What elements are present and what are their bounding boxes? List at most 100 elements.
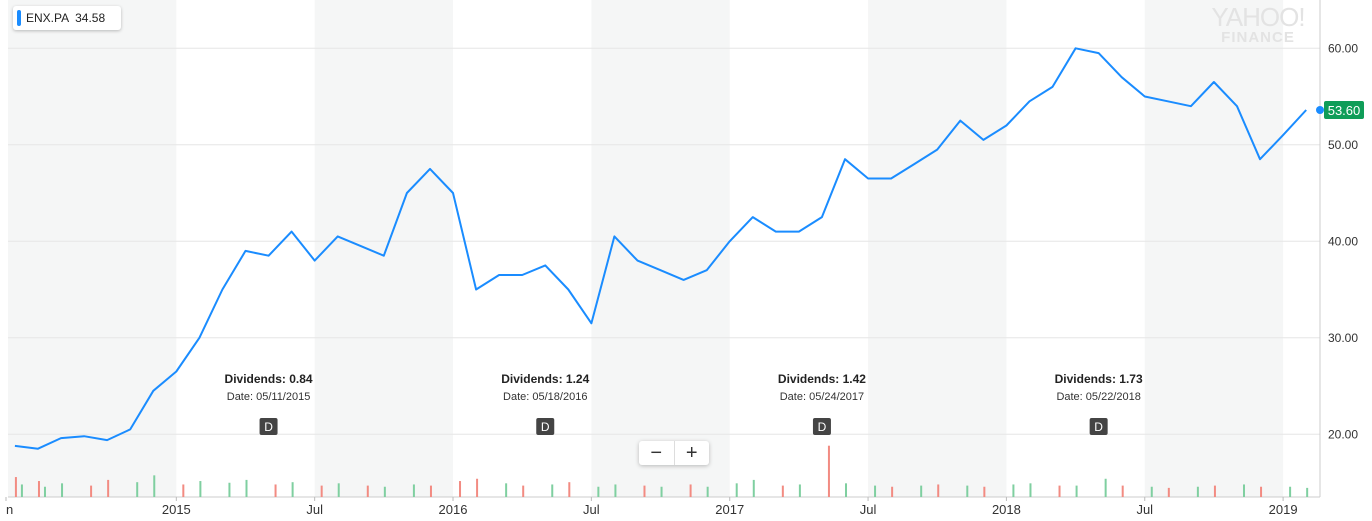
volume-bar [891, 486, 894, 497]
dividend-marker[interactable] [536, 418, 555, 435]
background-band [868, 0, 1007, 497]
volume-bar [1150, 486, 1153, 497]
volume-bar [459, 481, 462, 497]
volume-bar [937, 484, 940, 497]
volume-bar [660, 486, 663, 497]
legend-color-swatch [17, 10, 21, 26]
volume-bar [643, 485, 646, 497]
volume-bar [1306, 487, 1309, 497]
dividend-marker-label: D [1094, 420, 1103, 434]
volume-bar [291, 482, 294, 497]
volume-bar [1075, 485, 1078, 497]
volume-bar [245, 479, 248, 497]
legend-symbol: ENX.PA [26, 11, 70, 25]
y-tick-label: 60.00 [1328, 41, 1358, 55]
dividend-date: Date: 05/18/2016 [503, 391, 587, 403]
y-tick-label: 20.00 [1328, 427, 1358, 441]
volume-bar [476, 478, 479, 497]
dividend-marker-label: D [541, 420, 550, 434]
x-tick-label: Jul [860, 502, 877, 517]
volume-bar [845, 483, 848, 497]
zoom-controls: − + [639, 441, 709, 465]
volume-bar [614, 484, 617, 497]
volume-bar [107, 479, 110, 497]
volume-bar [1104, 478, 1107, 497]
volume-bar [568, 482, 571, 497]
volume-bar [274, 484, 277, 497]
dividend-marker[interactable] [259, 418, 278, 435]
volume-bar [1012, 484, 1015, 497]
volume-bar [735, 483, 738, 497]
legend-value: 34.58 [75, 11, 106, 25]
volume-bar [14, 477, 17, 497]
volume-bar [781, 485, 784, 497]
x-tick-label: 2017 [715, 502, 744, 517]
volume-bar [522, 485, 525, 497]
volume-bar [1196, 486, 1199, 497]
volume-bar [199, 481, 202, 497]
dividend-date: Date: 05/22/2018 [1056, 391, 1140, 403]
volume-bar [90, 485, 93, 497]
volume-bar [597, 486, 600, 497]
dividend-marker[interactable] [1089, 418, 1108, 435]
x-tick-label: Jul [1136, 502, 1153, 517]
symbol-legend[interactable]: ENX.PA 34.58 [13, 6, 122, 30]
volume-bar [1213, 485, 1216, 497]
yahoo-finance-logo: YAHOO! FINANCE [1198, 4, 1318, 45]
dividend-label: Dividends: 1.24 [501, 372, 589, 386]
volume-bar [1167, 487, 1170, 497]
volume-bar [966, 485, 969, 497]
volume-bar [983, 486, 986, 497]
volume-bar [874, 485, 877, 497]
volume-bar [689, 484, 692, 497]
logo-line-1: YAHOO! [1211, 2, 1305, 32]
y-tick-label: 40.00 [1328, 234, 1358, 248]
last-price-label: 53.60 [1328, 103, 1361, 118]
x-tick-label: 2015 [162, 502, 191, 517]
volume-bar [337, 483, 340, 497]
last-price-badge [1324, 101, 1364, 120]
x-tick-label: 2018 [992, 502, 1021, 517]
volume-bar [366, 485, 369, 497]
volume-bar [37, 481, 40, 497]
last-price-dot [1316, 106, 1324, 115]
volume-bar [1260, 486, 1263, 497]
dividend-label: Dividends: 1.42 [778, 372, 866, 386]
x-tick-label: Jul [306, 502, 323, 517]
volume-bar [320, 485, 323, 497]
volume-bar [61, 483, 64, 497]
volume-bar [20, 484, 23, 497]
volume-bar [1029, 483, 1032, 497]
volume-bar [920, 485, 923, 497]
volume-bar [429, 485, 432, 497]
x-tick-label: Jul [583, 502, 600, 517]
volume-bar [1289, 486, 1292, 497]
volume-bar [798, 484, 801, 497]
y-tick-label: 50.00 [1328, 138, 1358, 152]
background-band [314, 0, 454, 497]
volume-bar [153, 475, 156, 497]
dividend-marker[interactable] [812, 418, 831, 435]
price-line [14, 47, 1307, 450]
dividend-marker-label: D [264, 420, 273, 434]
volume-bar [1242, 484, 1245, 497]
volume-bar [136, 482, 139, 497]
volume-bar [752, 479, 755, 497]
volume-bar [551, 484, 554, 497]
background-band [591, 0, 730, 497]
volume-bar [412, 484, 415, 497]
volume-bar [228, 482, 231, 497]
dividend-date: Date: 05/24/2017 [780, 391, 864, 403]
volume-bar [1121, 485, 1124, 497]
volume-bar [505, 483, 508, 497]
dividend-marker-label: D [818, 420, 827, 434]
volume-bar [706, 486, 709, 497]
zoom-in-button[interactable]: + [673, 441, 710, 465]
volume-bar [182, 484, 185, 497]
zoom-out-button[interactable]: − [650, 441, 663, 464]
dividend-label: Dividends: 0.84 [225, 372, 313, 386]
y-tick-label: 30.00 [1328, 331, 1358, 345]
x-tick-label: 2016 [439, 502, 468, 517]
volume-bar [827, 445, 830, 497]
